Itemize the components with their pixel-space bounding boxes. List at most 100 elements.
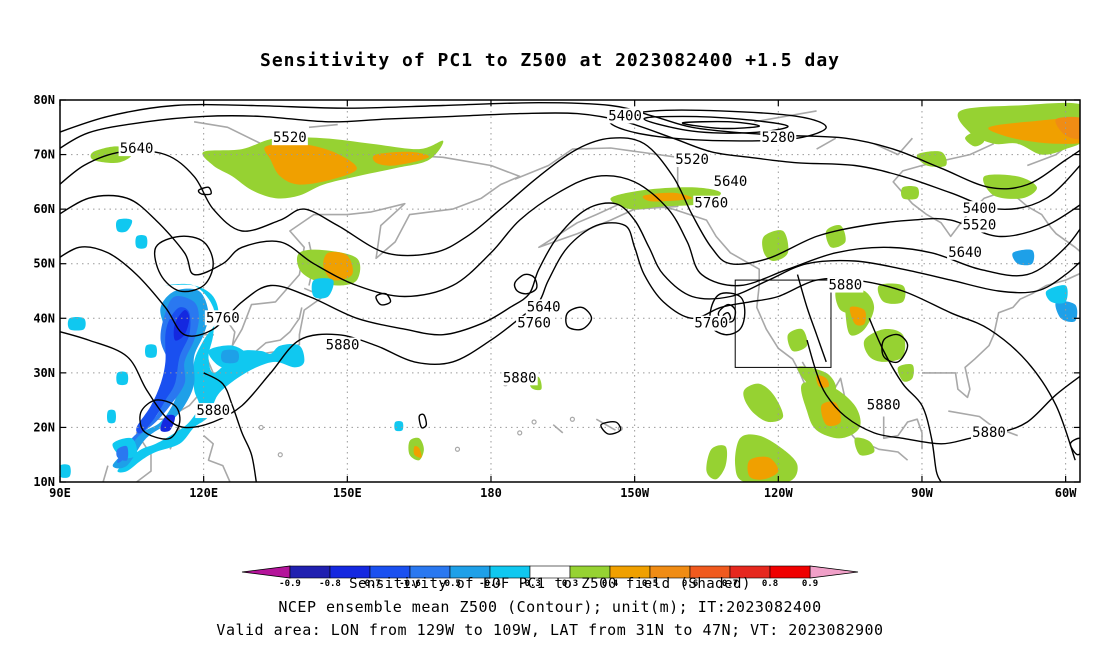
sensitivity-area	[116, 371, 129, 386]
contour-line	[60, 175, 1080, 298]
contour-label: 5640	[714, 174, 748, 190]
sensitivity-area	[706, 445, 728, 480]
contour-line	[60, 137, 1080, 265]
sensitivity-area	[916, 151, 947, 168]
caption-shading: Sensitivity of EOF PC1 to Z500 field (Sh…	[349, 576, 751, 592]
colorbar-label: 0.5	[642, 579, 658, 589]
sensitivity-area	[854, 437, 875, 456]
contour-line	[608, 109, 827, 142]
contour-label: 5520	[675, 152, 709, 168]
contour-label-bg	[947, 244, 984, 260]
contour-line	[881, 333, 909, 364]
colorbar-label: -0.9	[279, 579, 301, 589]
chart-title: Sensitivity of PC1 to Z500 at 2023082400…	[259, 50, 840, 71]
sensitivity-area	[1055, 300, 1078, 323]
lat-tick-label: 70N	[33, 148, 55, 162]
sensitivity-area	[816, 375, 830, 388]
island	[258, 424, 264, 431]
sensitivity-area	[413, 446, 422, 458]
lat-tick-label: 40N	[33, 311, 55, 325]
contour-line	[806, 339, 1080, 445]
contour-line	[60, 101, 1080, 190]
colorbar: -0.9 -0.8 -0.7 -0.6 -0.5 -0.4 -0.3 0.3 0.4 0.5 0.6…	[241, 565, 859, 589]
contour-line	[513, 273, 538, 295]
sensitivity-area	[372, 151, 429, 166]
colorbar-label: -0.6	[399, 579, 421, 589]
contour-label: 5880	[503, 370, 537, 386]
contour-line	[565, 306, 593, 331]
contour-line	[1069, 437, 1080, 456]
sensitivity-area	[849, 306, 867, 326]
sensitivity-area	[965, 132, 985, 147]
sensitivity-area	[264, 143, 357, 185]
colorbar-label: -0.4	[479, 579, 501, 589]
coastline	[882, 416, 923, 450]
coastline	[816, 137, 837, 150]
axis-ticks: 90E 120E 150E 180 150W 120W 90W 60W 10N 20N 30N 40N…	[33, 93, 1080, 500]
contour-label-bg	[827, 277, 864, 293]
contour-label: 5520	[963, 218, 997, 234]
colorbar-label: -0.7	[359, 579, 381, 589]
contour-label: 5400	[963, 201, 997, 217]
sensitivity-area	[1055, 116, 1080, 140]
sensitivity-area	[1012, 249, 1035, 266]
contour-label-bg	[865, 397, 902, 413]
lon-tick-label: 120W	[764, 486, 794, 500]
valid-area-rect	[734, 279, 832, 368]
contour-label-bg	[712, 173, 749, 189]
contour-label: 5880	[867, 398, 901, 414]
contour-line	[139, 399, 181, 440]
contour-line	[681, 120, 760, 130]
sensitivity-area	[173, 309, 190, 341]
coastline	[873, 137, 914, 156]
sensitivity-area	[67, 316, 86, 331]
sensitivity-area	[897, 363, 914, 382]
sensitivity-area	[1045, 285, 1068, 304]
island	[277, 452, 283, 458]
lon-tick-label: 60W	[1055, 486, 1077, 500]
caption-valid-area: Valid area: LON from 129W to 109W, LAT f…	[216, 621, 884, 639]
contour-label-bg	[118, 141, 155, 157]
contour-line	[600, 421, 622, 435]
contour-label: 5280	[761, 130, 795, 146]
island	[569, 416, 575, 422]
contour-label: 5640	[527, 299, 561, 315]
coastline	[552, 424, 564, 434]
contour-label: 5760	[694, 316, 728, 332]
coastline	[595, 418, 616, 431]
sensitivity-area	[116, 445, 129, 461]
z500-contours	[60, 101, 1080, 482]
sensitivity-area	[901, 185, 919, 200]
contour-label: 5760	[517, 316, 551, 332]
colorbar-swatch	[769, 565, 811, 579]
lon-tick-label: 120E	[189, 486, 218, 500]
island	[454, 446, 461, 452]
lon-tick-label: 150E	[333, 486, 362, 500]
sensitivity-area	[221, 349, 239, 364]
colorbar-label: -0.3	[519, 579, 541, 589]
sensitivity-area	[117, 283, 305, 473]
contour-line	[60, 202, 1080, 337]
coastline	[754, 110, 817, 123]
map-frame	[59, 99, 1081, 483]
lon-tick-label: 90W	[911, 486, 933, 500]
caption-contour: NCEP ensemble mean Z500 (Contour); unit(…	[278, 598, 822, 616]
sensitivity-area	[107, 409, 116, 424]
lat-tick-label: 80N	[33, 93, 55, 107]
contour-label-bg	[693, 195, 730, 211]
coastline	[102, 465, 109, 482]
contour-label: 5760	[694, 196, 728, 212]
coastline	[203, 434, 231, 482]
lat-tick-label: 50N	[33, 257, 55, 271]
contour-line	[796, 274, 827, 363]
colorbar-label: 0.8	[762, 579, 778, 589]
contour-label: 5760	[206, 310, 240, 326]
lat-tick-label: 20N	[33, 420, 55, 434]
lat-tick-label: 60N	[33, 202, 55, 216]
contour-label-bg	[961, 201, 998, 217]
contour-label-bg	[961, 217, 998, 233]
island	[517, 430, 523, 436]
contour-line	[375, 292, 392, 306]
lon-tick-label: 90E	[49, 486, 71, 500]
colorbar-label: -0.5	[439, 579, 461, 589]
